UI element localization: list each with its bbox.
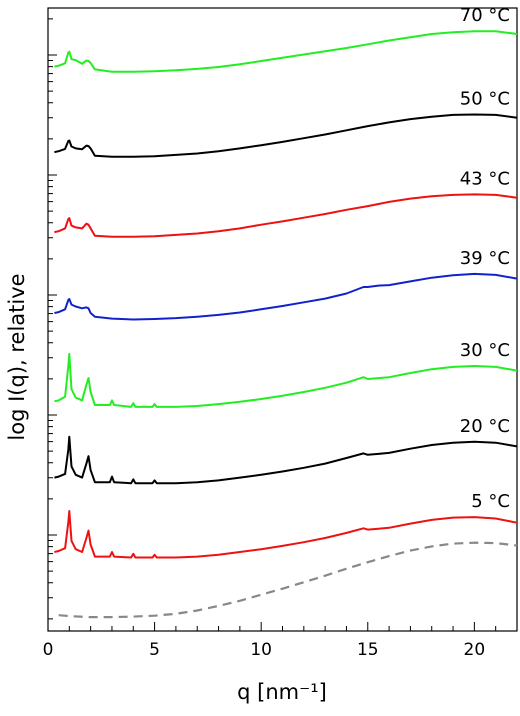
- series-line-1: [54, 113, 518, 158]
- x-tick-label: 20: [464, 640, 486, 660]
- series-label-6: 5 °C: [471, 491, 510, 512]
- x-tick-label: 15: [357, 640, 379, 660]
- series-label-4: 30 °C: [460, 340, 510, 361]
- series-line-2: [54, 193, 518, 238]
- series-layer: [54, 30, 518, 619]
- series-line-5: [54, 435, 518, 485]
- series-line-3: [54, 272, 518, 321]
- series-line-0: [54, 30, 518, 73]
- x-tick-label: 10: [250, 640, 272, 660]
- y-axis-title: log I(q), relative: [5, 273, 29, 440]
- x-axis-title: q [nm⁻¹]: [237, 680, 327, 704]
- series-label-3: 39 °C: [460, 248, 510, 269]
- series-label-layer: 70 °C 50 °C 43 °C 39 °C 30 °C 20 °C 5 °C: [460, 5, 510, 512]
- series-line-4: [54, 352, 518, 408]
- x-tick-label: 0: [43, 640, 54, 660]
- series-label-1: 50 °C: [460, 88, 510, 109]
- y-axis-ticks: [48, 18, 57, 620]
- x-tick-label: 5: [149, 640, 160, 660]
- series-line-dashed-reference: [58, 541, 518, 619]
- series-label-0: 70 °C: [460, 5, 510, 26]
- series-line-6: [54, 510, 518, 559]
- series-label-5: 20 °C: [460, 416, 510, 437]
- series-label-2: 43 °C: [460, 168, 510, 189]
- x-axis-ticks: 0 5 10 15 20: [43, 622, 518, 660]
